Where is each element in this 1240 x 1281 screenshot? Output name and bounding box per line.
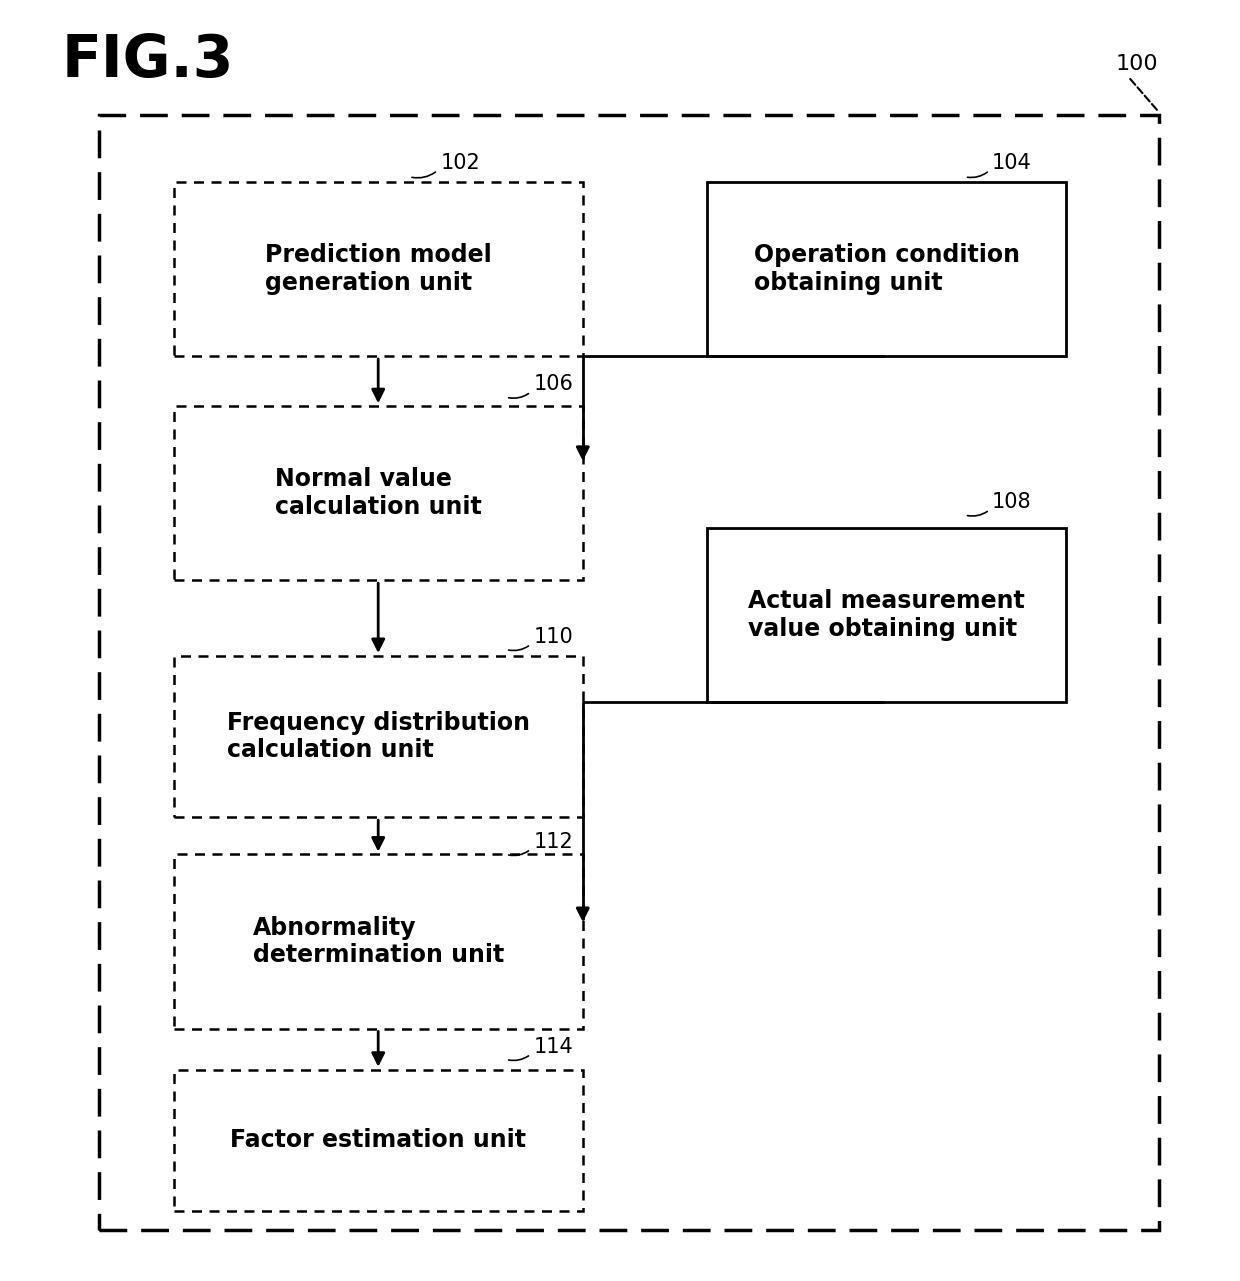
FancyBboxPatch shape	[707, 528, 1066, 702]
FancyBboxPatch shape	[174, 854, 583, 1029]
Text: Normal value
calculation unit: Normal value calculation unit	[275, 468, 481, 519]
Text: Actual measurement
value obtaining unit: Actual measurement value obtaining unit	[748, 589, 1025, 640]
FancyBboxPatch shape	[174, 656, 583, 817]
Text: Factor estimation unit: Factor estimation unit	[231, 1129, 526, 1152]
Text: 106: 106	[533, 374, 573, 395]
Text: 102: 102	[440, 152, 480, 173]
FancyBboxPatch shape	[174, 1070, 583, 1211]
FancyBboxPatch shape	[174, 182, 583, 356]
Text: 110: 110	[533, 626, 573, 647]
Text: FIG.3: FIG.3	[62, 32, 234, 88]
Text: Prediction model
generation unit: Prediction model generation unit	[265, 243, 491, 295]
Text: 108: 108	[992, 492, 1032, 512]
Text: 114: 114	[533, 1036, 573, 1057]
Text: Abnormality
determination unit: Abnormality determination unit	[253, 916, 503, 967]
Text: 100: 100	[1116, 54, 1158, 74]
FancyBboxPatch shape	[707, 182, 1066, 356]
Text: Operation condition
obtaining unit: Operation condition obtaining unit	[754, 243, 1019, 295]
Text: 104: 104	[992, 152, 1032, 173]
Text: 112: 112	[533, 831, 573, 852]
Text: Frequency distribution
calculation unit: Frequency distribution calculation unit	[227, 711, 529, 762]
FancyBboxPatch shape	[174, 406, 583, 580]
